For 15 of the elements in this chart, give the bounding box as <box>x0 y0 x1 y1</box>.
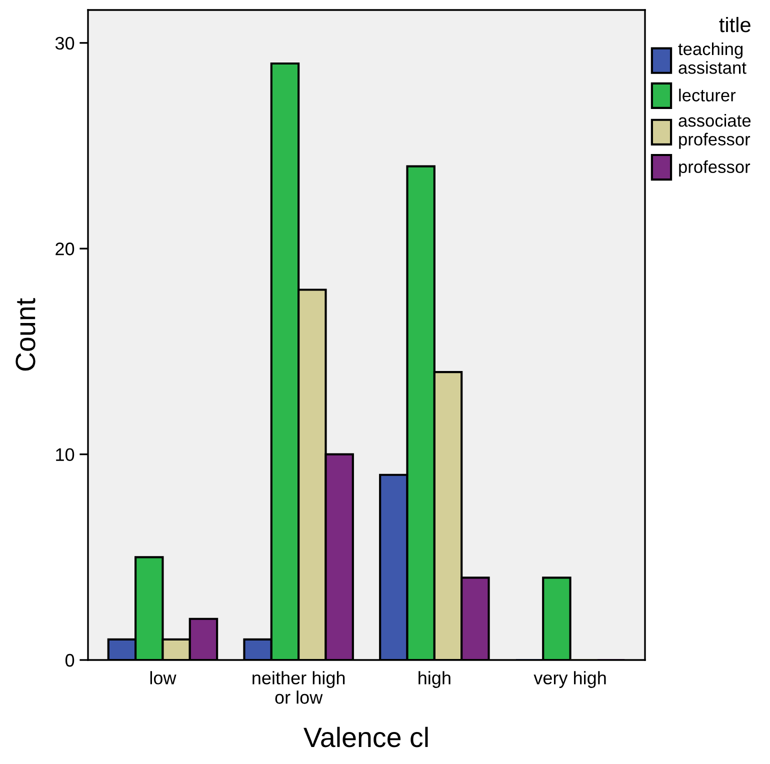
x-axis-title: Valence cl <box>304 726 428 748</box>
y-tick-label: 30 <box>55 36 74 50</box>
x-tick-label: neither high or low <box>252 671 345 704</box>
y-tick-label: 20 <box>56 242 74 256</box>
legend-label: associate professor <box>678 114 751 149</box>
legend-label: lecturer <box>679 88 736 102</box>
x-tick-label: very high <box>534 671 606 688</box>
legend-title: title <box>719 16 750 32</box>
legend-label: teaching assistant <box>678 42 746 74</box>
x-tick-label: high <box>418 671 450 688</box>
y-axis-title: Count <box>16 298 36 371</box>
legend-label: professor <box>679 160 750 176</box>
x-tick-label: low <box>150 671 176 684</box>
y-tick-label: 10 <box>56 448 74 462</box>
y-tick-label: 0 <box>65 654 74 667</box>
